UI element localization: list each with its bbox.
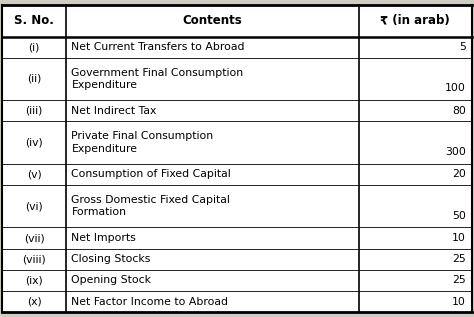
Text: Net Factor Income to Abroad: Net Factor Income to Abroad [72, 297, 228, 307]
Text: Private Final Consumption
Expenditure: Private Final Consumption Expenditure [72, 131, 213, 154]
Text: 10: 10 [452, 297, 466, 307]
Text: Net Current Transfers to Abroad: Net Current Transfers to Abroad [72, 42, 245, 52]
Text: (x): (x) [27, 297, 41, 307]
Text: S. No.: S. No. [14, 14, 54, 27]
Text: Net Indirect Tax: Net Indirect Tax [72, 106, 157, 116]
Text: 5: 5 [459, 42, 466, 52]
Text: (iii): (iii) [25, 106, 43, 116]
Text: ₹ (in arab): ₹ (in arab) [381, 14, 450, 27]
Text: Government Final Consumption
Expenditure: Government Final Consumption Expenditure [72, 68, 244, 90]
Text: Net Imports: Net Imports [72, 233, 136, 243]
Text: 10: 10 [452, 233, 466, 243]
Text: (viii): (viii) [22, 254, 46, 264]
Text: 50: 50 [452, 210, 466, 221]
Text: 80: 80 [452, 106, 466, 116]
Text: (ii): (ii) [27, 74, 41, 84]
Text: 100: 100 [445, 83, 466, 93]
Text: 25: 25 [452, 254, 466, 264]
Text: 20: 20 [452, 169, 466, 179]
Text: (iv): (iv) [25, 138, 43, 148]
Text: (vii): (vii) [24, 233, 45, 243]
Text: Consumption of Fixed Capital: Consumption of Fixed Capital [72, 169, 231, 179]
Text: 25: 25 [452, 275, 466, 285]
Text: Closing Stocks: Closing Stocks [72, 254, 151, 264]
Text: (vi): (vi) [25, 201, 43, 211]
Text: (i): (i) [28, 42, 40, 52]
Text: (ix): (ix) [25, 275, 43, 285]
Text: (v): (v) [27, 169, 41, 179]
Text: Gross Domestic Fixed Capital
Formation: Gross Domestic Fixed Capital Formation [72, 195, 230, 217]
Text: Opening Stock: Opening Stock [72, 275, 151, 285]
Text: Contents: Contents [182, 14, 242, 27]
Text: 300: 300 [445, 147, 466, 157]
